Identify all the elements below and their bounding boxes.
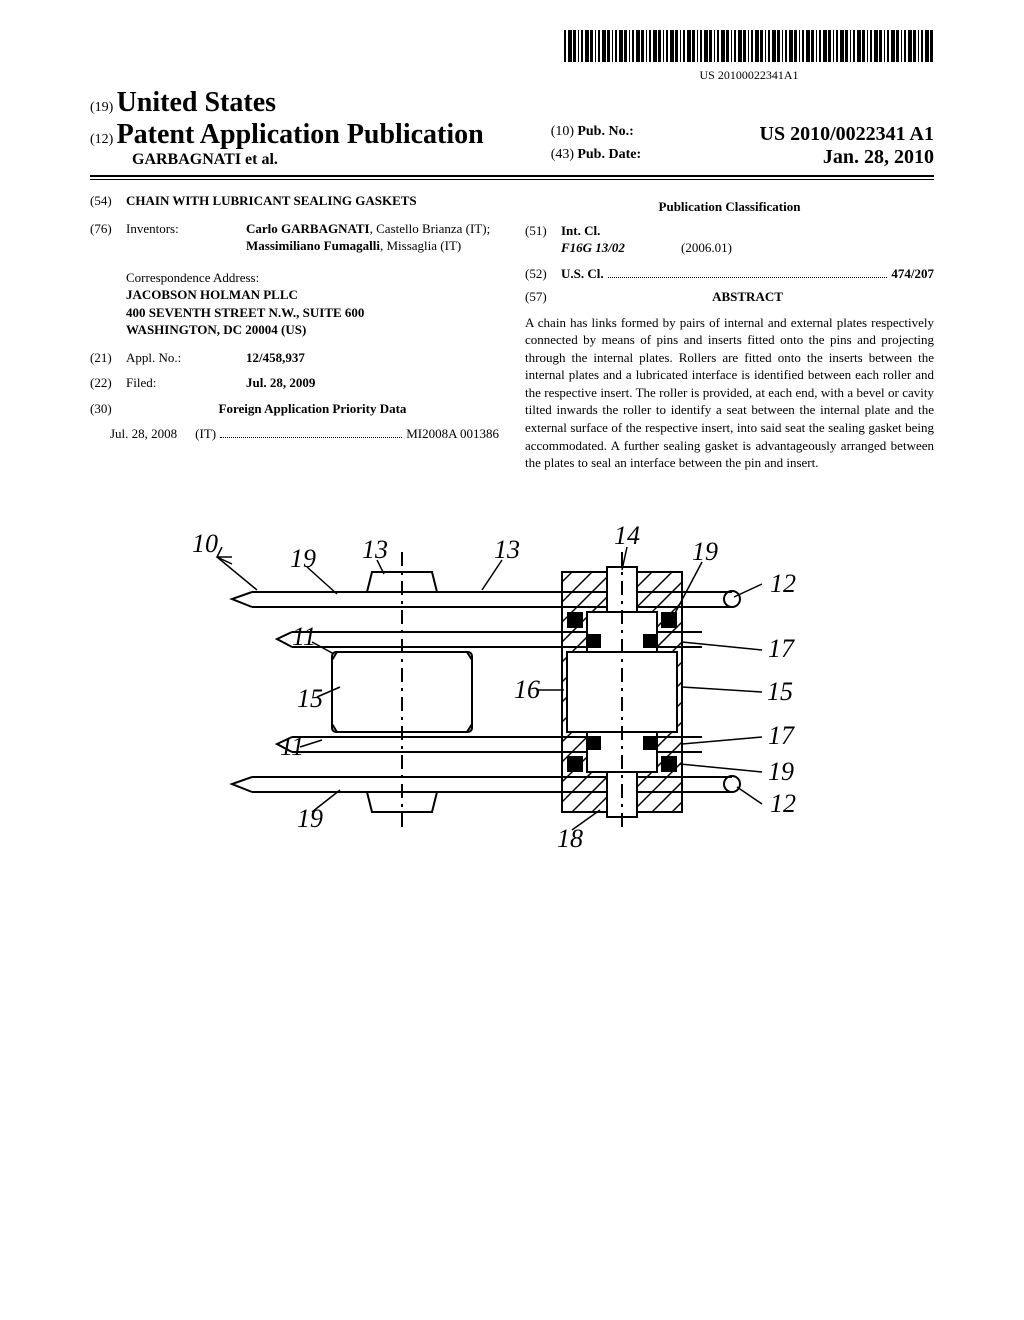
- ref-11b: 11: [280, 732, 304, 761]
- filed-label: Filed:: [126, 374, 246, 392]
- code-12: (12): [90, 132, 113, 147]
- abstract-label: ABSTRACT: [561, 288, 934, 306]
- correspondence-line-1: JACOBSON HOLMAN PLLC: [126, 286, 499, 304]
- ref-19c: 19: [297, 804, 323, 833]
- foreign-country: (IT): [195, 425, 216, 443]
- barcode-region: US 20100022341A1: [90, 30, 934, 83]
- correspondence-line-2: 400 SEVENTH STREET N.W., SUITE 600: [126, 304, 499, 322]
- divider-thin: [90, 179, 934, 180]
- inventors-label: Inventors:: [126, 220, 246, 255]
- code-52: (52): [525, 265, 561, 283]
- foreign-priority-title: Foreign Application Priority Data: [126, 400, 499, 418]
- ref-14: 14: [614, 521, 640, 550]
- figure-svg: 10 11 11 12 12 13 13 14 15 15 16 17 17 1…: [162, 512, 862, 872]
- ref-15a: 15: [297, 684, 323, 713]
- pub-no-label: Pub. No.:: [577, 124, 633, 139]
- authors-line: GARBAGNATI et al.: [90, 151, 531, 169]
- header: (19) United States (12) Patent Applicati…: [90, 87, 934, 169]
- ref-18: 18: [557, 824, 583, 853]
- classification-title: Publication Classification: [525, 198, 934, 216]
- figure: 10 11 11 12 12 13 13 14 15 15 16 17 17 1…: [90, 512, 934, 876]
- uscl-value: 474/207: [891, 265, 934, 283]
- ref-17b: 17: [768, 721, 795, 750]
- code-19: (19): [90, 100, 113, 115]
- inventors: Carlo GARBAGNATI, Castello Brianza (IT);…: [246, 220, 499, 255]
- ref-17a: 17: [768, 634, 795, 663]
- divider-thick: [90, 175, 934, 177]
- code-21: (21): [90, 349, 126, 367]
- ref-11a: 11: [292, 622, 316, 651]
- code-43: (43): [551, 147, 574, 162]
- ref-19a: 19: [290, 544, 316, 573]
- pub-date-label: Pub. Date:: [577, 147, 641, 162]
- intcl-label: Int. Cl.: [561, 222, 600, 240]
- intcl-code: F16G 13/02: [561, 239, 681, 257]
- foreign-date: Jul. 28, 2008: [110, 425, 177, 443]
- intcl-year: (2006.01): [681, 239, 732, 257]
- pub-no: US 2010/0022341 A1: [760, 123, 934, 146]
- ref-10: 10: [192, 529, 218, 558]
- appl-no-label: Appl. No.:: [126, 349, 246, 367]
- ref-16: 16: [514, 675, 540, 704]
- code-30: (30): [90, 400, 126, 418]
- left-column: (54) CHAIN WITH LUBRICANT SEALING GASKET…: [90, 192, 499, 472]
- country: United States: [117, 87, 276, 118]
- dotted-leader: [220, 427, 402, 438]
- code-51: (51): [525, 222, 561, 240]
- ref-12a: 12: [770, 569, 796, 598]
- foreign-no: MI2008A 001386: [406, 425, 499, 443]
- abstract-text: A chain has links formed by pairs of int…: [525, 314, 934, 472]
- filed-date: Jul. 28, 2009: [246, 374, 499, 392]
- uscl-label: U.S. Cl.: [561, 265, 604, 283]
- correspondence-label: Correspondence Address:: [126, 269, 499, 287]
- ref-13b: 13: [494, 535, 520, 564]
- appl-no: 12/458,937: [246, 349, 499, 367]
- right-column: Publication Classification (51) Int. Cl.…: [525, 192, 934, 472]
- invention-title: CHAIN WITH LUBRICANT SEALING GASKETS: [126, 192, 499, 210]
- code-22: (22): [90, 374, 126, 392]
- correspondence-line-3: WASHINGTON, DC 20004 (US): [126, 321, 499, 339]
- code-76: (76): [90, 220, 126, 255]
- publication-type: Patent Application Publication: [117, 119, 484, 150]
- code-54: (54): [90, 192, 126, 210]
- ref-15b: 15: [767, 677, 793, 706]
- dotted-leader: [608, 266, 888, 277]
- ref-12b: 12: [770, 789, 796, 818]
- ref-19b: 19: [692, 537, 718, 566]
- pub-date: Jan. 28, 2010: [823, 146, 934, 169]
- ref-19d: 19: [768, 757, 794, 786]
- ref-13a: 13: [362, 535, 388, 564]
- code-10: (10): [551, 124, 574, 139]
- barcode-text: US 20100022341A1: [564, 68, 934, 83]
- barcode-graphic: [564, 30, 934, 62]
- code-57: (57): [525, 288, 561, 306]
